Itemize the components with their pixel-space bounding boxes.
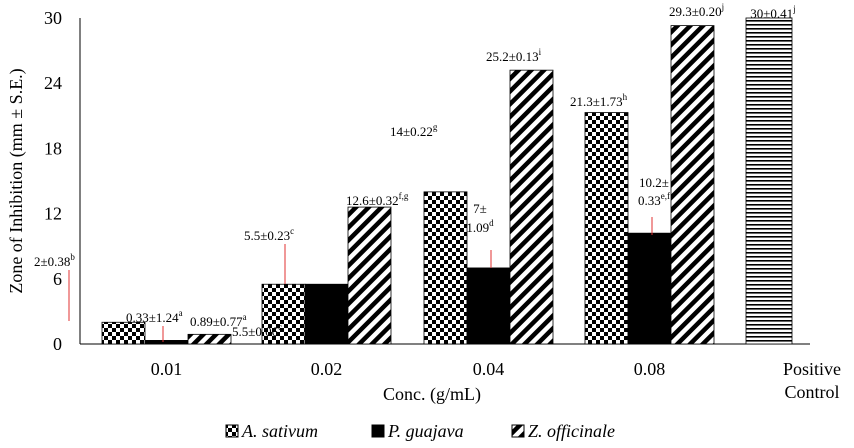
data-label-z-officinale-0.01: 0.89±0.77a <box>190 312 247 329</box>
data-label-z-officinale-0.02: 12.6±0.32f,g <box>346 191 409 208</box>
data-label-a-sativum-0.08: 21.3±1.73h <box>570 92 628 109</box>
bar-p-guajava-0.04 <box>466 267 511 345</box>
data-label-p-guajava-0.04: 7± 1.09d <box>466 201 494 235</box>
legend-swatch-checker <box>225 424 239 438</box>
x-tick-label: 0.01 <box>151 359 183 379</box>
x-axis-title: Conc. (g/mL) <box>383 384 481 405</box>
x-tick-label: 0.02 <box>311 359 343 379</box>
data-label-a-sativum-0.04: 14±0.22g <box>390 122 438 139</box>
data-label-p-guajava-0.01: 0.33±1.24a <box>126 308 183 325</box>
bar-p-guajava-0.08 <box>627 232 672 345</box>
y-axis-title: Zone of Inhibition (mm ± S.E.) <box>6 68 27 293</box>
y-tick-label: 18 <box>44 138 62 158</box>
bar-p-guajava-0.01 <box>144 340 189 345</box>
bar-a-sativum-0.02 <box>261 283 306 345</box>
data-label-z-officinale-0.04: 25.2±0.13i <box>486 47 542 64</box>
bar-p-guajava-0.02 <box>304 283 349 345</box>
bar-a-sativum-0.01 <box>101 321 146 345</box>
bar-a-sativum-0.04 <box>423 191 468 345</box>
x-tick-label-control-line1: Positive <box>783 359 841 379</box>
data-label-positive-control: 30±0.41j <box>750 4 795 21</box>
x-tick-label-control-line2: Control <box>784 382 839 402</box>
y-tick-label: 24 <box>44 73 62 93</box>
leader-lines <box>68 217 653 342</box>
legend-label: Z. officinale <box>528 421 615 441</box>
legend-label: P. guajava <box>387 421 464 441</box>
legend-label: A. sativum <box>241 421 318 441</box>
legend-swatch-solid <box>371 424 385 438</box>
y-tick-label: 6 <box>53 269 62 289</box>
legend-swatch-diagonal <box>511 424 525 438</box>
y-tick-label: 0 <box>53 334 62 354</box>
y-tick-label: 12 <box>44 204 62 224</box>
data-label-a-sativum-0.02: 5.5±0.06c <box>232 322 282 339</box>
data-labels: 30±0.41j 2±0.38b 5.5±0.06c 14±0.22g 21.3±1.7… <box>34 2 796 339</box>
bar-positive-control <box>745 17 793 345</box>
bars <box>101 17 793 345</box>
data-label-a-sativum-0.01: 2±0.38b <box>34 252 75 269</box>
y-tick-labels: 0 6 12 18 24 30 <box>44 8 62 354</box>
data-label-z-officinale-0.08: 29.3±0.20j <box>669 2 724 19</box>
bar-z-officinale-0.02 <box>347 206 392 345</box>
bar-a-sativum-0.08 <box>584 112 629 345</box>
x-tick-label: 0.08 <box>634 359 666 379</box>
x-tick-labels: 0.01 0.02 0.04 0.08 Positive Control <box>151 359 841 402</box>
x-tick-label: 0.04 <box>473 359 505 379</box>
bar-z-officinale-0.08 <box>670 25 715 345</box>
data-label-p-guajava-0.02: 5.5±0.23c <box>244 226 294 243</box>
y-tick-label: 30 <box>44 8 62 28</box>
data-label-p-guajava-0.08: 10.2± 0.33e,f <box>638 175 670 208</box>
legend: A. sativum P. guajava Z. officinale <box>225 421 615 441</box>
bar-z-officinale-0.01 <box>187 333 232 345</box>
bar-z-officinale-0.04 <box>509 69 554 345</box>
